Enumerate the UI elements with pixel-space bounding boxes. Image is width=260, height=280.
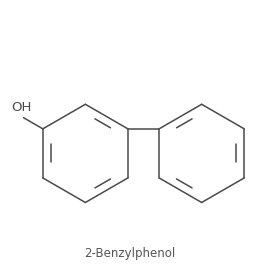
- Text: 2-Benzylphenol: 2-Benzylphenol: [84, 247, 176, 260]
- Text: OH: OH: [11, 101, 31, 114]
